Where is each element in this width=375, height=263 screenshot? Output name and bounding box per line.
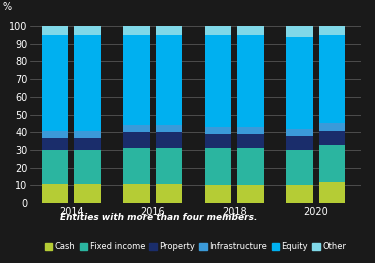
Bar: [123, 125, 150, 132]
Bar: [319, 145, 345, 182]
Bar: [156, 35, 182, 125]
Bar: [286, 185, 313, 203]
Bar: [123, 35, 150, 125]
Bar: [205, 35, 231, 127]
Bar: [237, 148, 264, 185]
Bar: [205, 127, 231, 134]
Bar: [319, 123, 345, 130]
Bar: [123, 148, 150, 184]
Bar: [156, 184, 182, 203]
Bar: [42, 150, 68, 184]
Bar: [42, 26, 68, 35]
Bar: [205, 148, 231, 185]
Bar: [156, 148, 182, 184]
Bar: [42, 138, 68, 150]
Bar: [237, 185, 264, 203]
Bar: [237, 127, 264, 134]
Bar: [319, 26, 345, 35]
Bar: [319, 35, 345, 123]
Bar: [237, 35, 264, 127]
Bar: [286, 150, 313, 185]
Y-axis label: %: %: [3, 2, 12, 12]
Bar: [74, 138, 101, 150]
Bar: [123, 26, 150, 35]
Bar: [286, 26, 313, 37]
Bar: [205, 26, 231, 35]
Bar: [123, 184, 150, 203]
Bar: [74, 150, 101, 184]
Bar: [286, 37, 313, 129]
Bar: [286, 129, 313, 136]
Bar: [319, 130, 345, 145]
Bar: [74, 26, 101, 35]
Bar: [74, 35, 101, 130]
Bar: [237, 26, 264, 35]
Bar: [237, 134, 264, 148]
Bar: [156, 26, 182, 35]
Legend: Cash, Fixed income, Property, Infrastructure, Equity, Other: Cash, Fixed income, Property, Infrastruc…: [42, 239, 350, 255]
Bar: [123, 132, 150, 148]
Bar: [319, 182, 345, 203]
Bar: [42, 130, 68, 138]
Bar: [74, 130, 101, 138]
Bar: [156, 132, 182, 148]
Bar: [74, 184, 101, 203]
Bar: [42, 35, 68, 130]
Bar: [205, 134, 231, 148]
Bar: [286, 136, 313, 150]
Bar: [42, 184, 68, 203]
Bar: [156, 125, 182, 132]
Text: Entities with more than four members.: Entities with more than four members.: [60, 213, 258, 222]
Bar: [205, 185, 231, 203]
